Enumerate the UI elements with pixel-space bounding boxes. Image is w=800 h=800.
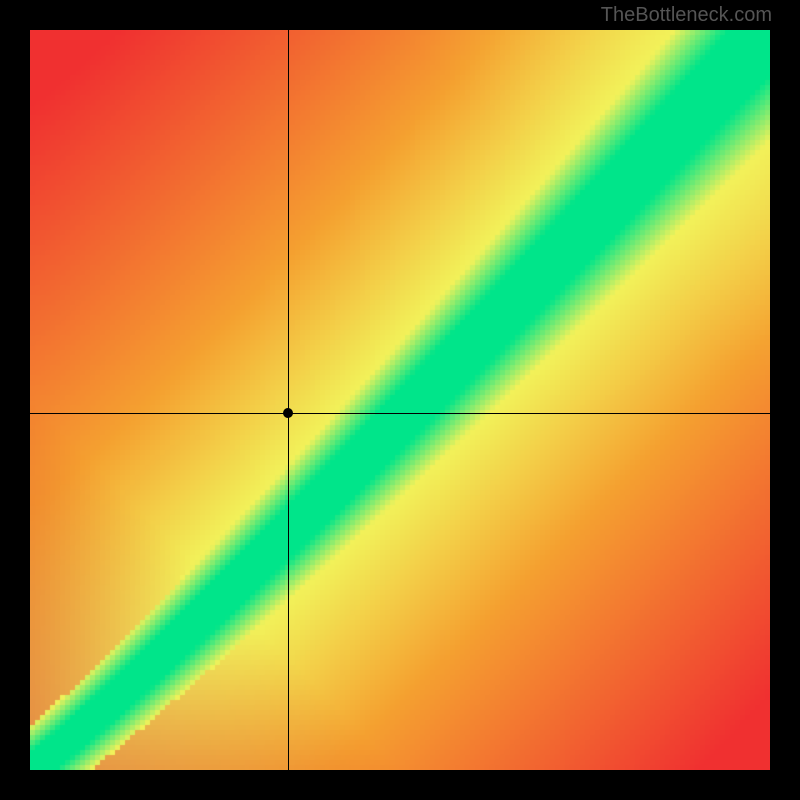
crosshair-vertical [288, 30, 289, 770]
heatmap-canvas [30, 30, 770, 770]
crosshair-marker [283, 408, 293, 418]
crosshair-horizontal [30, 413, 770, 414]
watermark-text: TheBottleneck.com [601, 4, 772, 27]
plot-area [30, 30, 770, 770]
